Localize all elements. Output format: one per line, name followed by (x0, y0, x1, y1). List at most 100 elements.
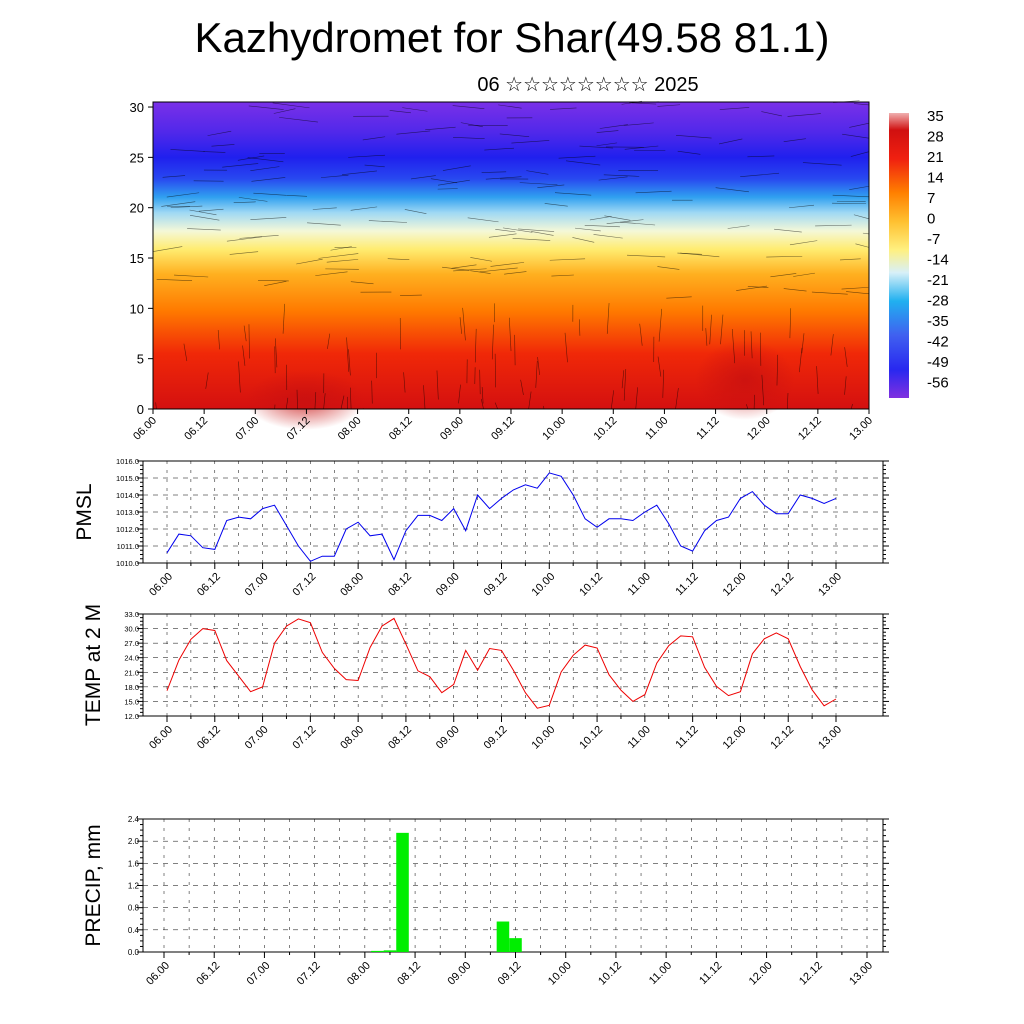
wind-streamline (320, 174, 349, 178)
y-tick-label: 18.0 (124, 683, 139, 692)
wind-streamline (526, 170, 549, 175)
wind-streamline (490, 262, 525, 267)
x-tick-label: 11.12 (694, 415, 721, 442)
x-tick-label: 13.00 (847, 415, 875, 443)
wind-streamline (801, 333, 805, 354)
wind-streamline (509, 317, 512, 352)
x-tick-label: 10.12 (577, 571, 605, 599)
wind-streamline (205, 372, 209, 389)
wind-streamline (677, 150, 701, 155)
y-tick-label: 15.0 (124, 697, 139, 706)
wind-streamline (750, 331, 753, 359)
wind-streamline (535, 360, 538, 388)
wind-streamline (404, 209, 427, 215)
wind-streamline (596, 130, 619, 133)
wind-streamline (518, 228, 555, 232)
wind-streamline (481, 386, 484, 404)
x-tick-label: 11.00 (643, 415, 670, 442)
wind-streamline (250, 166, 280, 172)
wind-streamline (624, 145, 659, 150)
y-tick-label: 1012.0 (116, 525, 139, 534)
wind-streamline (549, 258, 586, 261)
wind-streamline (162, 175, 186, 178)
wind-streamline (511, 140, 550, 144)
wind-streamline (519, 182, 558, 186)
wind-streamline (596, 142, 618, 147)
x-tick-label: 06.12 (182, 415, 210, 443)
wind-streamline (307, 222, 341, 226)
wind-streamline (452, 105, 485, 109)
x-tick-label: 10.00 (529, 724, 557, 752)
wind-streamline (238, 361, 241, 393)
wind-streamline (715, 187, 749, 193)
wind-streamline (442, 266, 470, 271)
colorbar-label: -35 (927, 313, 949, 330)
wind-streamline (495, 229, 516, 233)
x-tick-label: 07.00 (245, 960, 273, 988)
x-tick-label: 09.00 (445, 960, 473, 988)
y-tick-label: 0.4 (128, 926, 140, 935)
wind-streamline (282, 303, 285, 334)
x-tick-label: 10.00 (546, 960, 574, 988)
wind-streamline (189, 214, 220, 221)
wind-streamline (662, 369, 664, 398)
wind-streamline (537, 184, 565, 188)
wind-streamline (389, 110, 411, 114)
wind-streamline (327, 333, 331, 350)
x-tick-label: 08.00 (338, 571, 366, 599)
wind-streamline (862, 232, 870, 235)
wind-streamline (528, 391, 532, 410)
precip-bar (496, 921, 510, 952)
wind-streamline (746, 404, 749, 410)
y-tick-label: 20 (130, 201, 144, 216)
wind-streamline (639, 323, 643, 346)
x-tick-label: 11.12 (673, 724, 700, 751)
wind-streamline (350, 281, 374, 285)
y-axis-label: PRECIP, mm (82, 824, 105, 946)
x-tick-label: 09.12 (496, 960, 524, 988)
wind-streamline (658, 308, 663, 342)
colorbar-label: -56 (927, 375, 949, 392)
wind-streamline (400, 294, 422, 296)
wind-streamline (676, 135, 712, 139)
wind-streamline (233, 201, 256, 204)
y-tick-label: 2.0 (128, 837, 140, 846)
y-tick-label: 1010.0 (116, 559, 139, 568)
wind-streamline (736, 285, 768, 291)
wind-streamline (842, 133, 870, 139)
wind-streamline (753, 394, 755, 410)
wind-streamline (453, 268, 487, 272)
x-tick-label: 09.00 (434, 724, 462, 752)
y-tick-label: 30 (130, 100, 144, 115)
wind-streamline (537, 357, 540, 375)
wind-streamline (850, 151, 870, 157)
wind-streamline (551, 274, 574, 277)
x-tick-label: 10.00 (529, 571, 557, 599)
precip-panel: 0.0 0.4 0.8 1.2 1.6 2.0 2.4 06.00 06.12 07.00 07.1… (82, 815, 889, 988)
heatmap-warm-core (695, 340, 795, 420)
x-tick-label: 09.12 (489, 415, 517, 443)
wind-streamline (251, 177, 286, 182)
x-tick-label: 08.12 (386, 571, 414, 599)
wind-streamline (776, 354, 778, 386)
wind-streamline (731, 328, 736, 364)
x-tick-label: 11.12 (697, 960, 724, 987)
wind-streamline (786, 393, 789, 410)
x-tick-label: 06.12 (195, 724, 223, 752)
x-tick-label: 07.00 (243, 571, 271, 599)
wind-streamline (453, 136, 485, 140)
x-tick-label: 12.12 (768, 724, 796, 752)
wind-streamline (217, 329, 220, 350)
wind-streamline (657, 104, 681, 107)
wind-streamline (349, 387, 352, 410)
wind-streamline (603, 174, 640, 177)
x-tick-label: 09.12 (482, 724, 510, 752)
wind-streamline (657, 266, 680, 270)
x-tick-label: 08.12 (387, 415, 415, 443)
wind-streamline (484, 147, 514, 151)
wind-streamline (832, 194, 870, 198)
wind-streamline (789, 240, 818, 246)
y-tick-label: 15 (130, 251, 144, 266)
x-tick-label: 06.00 (147, 571, 175, 599)
x-tick-label: 07.00 (233, 415, 261, 443)
